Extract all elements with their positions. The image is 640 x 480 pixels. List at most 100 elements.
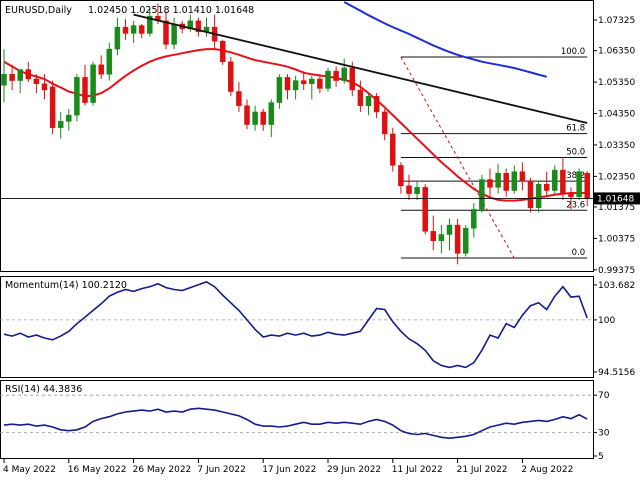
- price-tick-label: 1.00375: [598, 234, 635, 244]
- candles-layer: [1, 3, 590, 265]
- candle-body: [300, 80, 307, 84]
- price-tick-label: 1.07325: [598, 16, 635, 26]
- candle-body: [41, 83, 48, 91]
- candle: [341, 58, 347, 84]
- candle: [9, 64, 15, 90]
- candle: [357, 80, 364, 112]
- chart-ohlc: 1.02450 1.02518 1.01410 1.01648: [88, 5, 254, 16]
- candle-body: [495, 172, 501, 188]
- candle: [495, 163, 501, 194]
- candle: [25, 61, 32, 83]
- time-tick-label: 2 Aug 2022: [521, 465, 573, 475]
- candle: [479, 174, 485, 213]
- candle-body: [66, 114, 72, 122]
- candle-body: [138, 25, 145, 34]
- candle-body: [325, 70, 331, 89]
- candle-body: [74, 77, 80, 116]
- fibonacci-layer: 100.0 61.8 50.0 38.2 23.6 0.0: [400, 47, 588, 259]
- fib-level-label: 38.2: [566, 171, 585, 181]
- candle: [560, 157, 566, 200]
- trendline-layer: [133, 13, 588, 124]
- candle-body: [260, 111, 266, 125]
- candle: [41, 74, 48, 100]
- candle: [454, 218, 461, 265]
- price-panel: [0, 0, 594, 272]
- candle-body: [373, 96, 380, 113]
- candle: [33, 74, 40, 94]
- candle-body: [519, 171, 526, 182]
- candle: [98, 55, 104, 79]
- candle-body: [568, 193, 574, 198]
- price-tick-label: 1.05350: [598, 78, 635, 88]
- candle-body: [276, 77, 283, 103]
- candle-body: [268, 102, 275, 125]
- candle-body: [244, 105, 250, 125]
- candle-body: [560, 169, 566, 194]
- candle: [543, 171, 550, 197]
- candle: [446, 218, 453, 251]
- candle: [576, 168, 582, 200]
- candle: [487, 168, 493, 197]
- candle-body: [454, 224, 461, 254]
- indicator-tick-label: 103.682: [598, 281, 635, 291]
- candle-body: [49, 86, 56, 128]
- candle: [414, 181, 420, 200]
- candle-body: [195, 20, 202, 33]
- candle: [527, 177, 534, 213]
- candle-body: [398, 165, 404, 187]
- candle-body: [503, 172, 509, 191]
- candle-body: [292, 80, 299, 91]
- candle: [49, 80, 56, 134]
- candle-body: [462, 227, 469, 254]
- candle: [503, 168, 509, 197]
- candle-body: [90, 64, 96, 103]
- candle-body: [82, 77, 88, 103]
- candle: [66, 108, 72, 131]
- candle: [244, 99, 250, 130]
- candle: [130, 20, 137, 43]
- candle: [462, 225, 469, 257]
- candle: [365, 93, 372, 116]
- candle-body: [414, 187, 420, 194]
- candle-body: [341, 67, 347, 81]
- fib-level-label: 0.0: [572, 248, 586, 258]
- candle: [292, 75, 299, 100]
- fib-diagonal: [400, 56, 515, 259]
- candle-body: [438, 234, 445, 242]
- time-tick-label: 26 May 2022: [133, 465, 192, 475]
- candle: [1, 49, 7, 103]
- candle: [535, 181, 542, 213]
- candle: [260, 108, 266, 131]
- ma-line-sma20: [3, 48, 588, 202]
- candle: [82, 64, 88, 106]
- fib-level-label: 61.8: [566, 124, 585, 134]
- candle-body: [406, 185, 412, 194]
- candle-body: [219, 41, 226, 62]
- candle-body: [252, 111, 258, 125]
- moving-averages-layer: [3, 1, 588, 202]
- indicator-tick-label: 100: [598, 316, 615, 326]
- trendline: [133, 13, 588, 124]
- indicator-tick-label: 30: [598, 429, 610, 439]
- time-tick-label: 11 Jul 2022: [392, 465, 443, 475]
- price-tick-label: 1.04350: [598, 110, 635, 120]
- candle: [381, 108, 388, 141]
- candle: [195, 17, 202, 37]
- candle-body: [284, 77, 291, 91]
- candle-body: [122, 26, 129, 34]
- candle: [284, 74, 291, 100]
- candle: [138, 23, 145, 39]
- candle-body: [236, 91, 242, 106]
- candle: [317, 74, 323, 94]
- candle-body: [349, 67, 356, 91]
- momentum-title: Momentum(14) 100.2120: [5, 280, 127, 291]
- candle-body: [357, 89, 364, 106]
- candle: [519, 162, 526, 191]
- candle-body: [163, 20, 169, 45]
- candle-body: [535, 183, 542, 209]
- indicator-line: [3, 281, 588, 369]
- candle-body: [17, 69, 23, 81]
- candle-body: [309, 78, 315, 84]
- candle: [438, 225, 445, 254]
- current-price-tag: 1.01648: [594, 192, 640, 205]
